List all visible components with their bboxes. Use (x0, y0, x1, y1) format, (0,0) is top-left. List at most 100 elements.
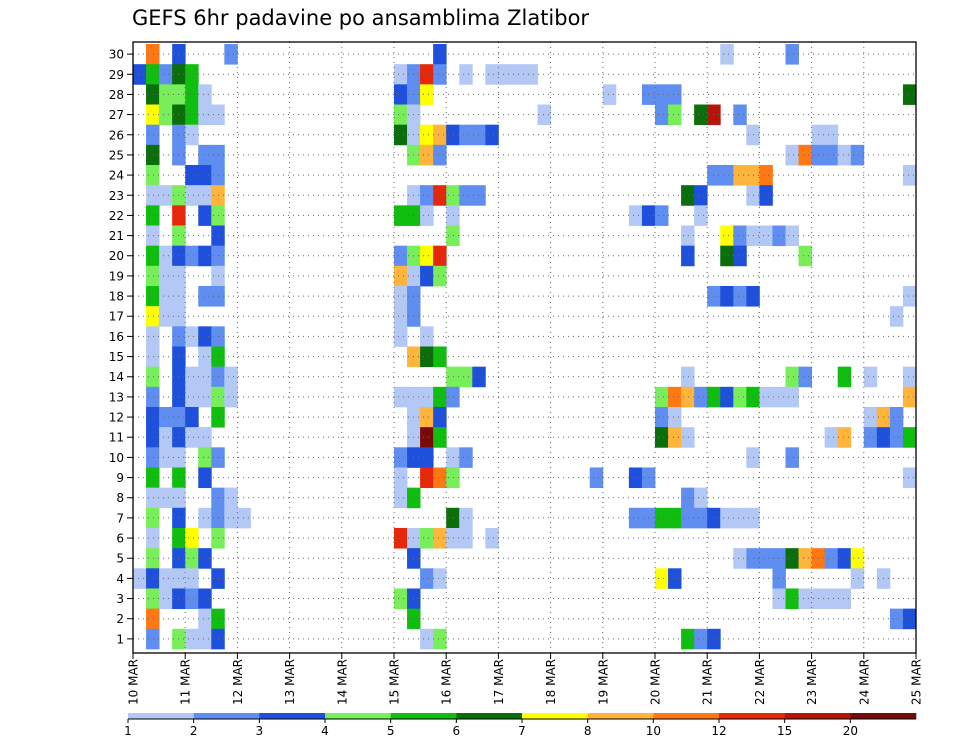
heatmap-cell (394, 467, 408, 489)
colorbar-label: 4 (321, 724, 329, 738)
heatmap-cell (850, 548, 865, 569)
heatmap-cell (772, 548, 786, 569)
colorbar-segment (390, 713, 457, 719)
heatmap-cell (433, 406, 447, 428)
heatmap-cell (602, 84, 617, 105)
heatmap-cell (159, 285, 173, 307)
heatmap-cell (733, 225, 747, 247)
x-tick-label: 12 MAR (231, 659, 245, 705)
heatmap-cell (889, 306, 904, 327)
x-tick-label: 10 MAR (127, 659, 141, 705)
heatmap-cell (589, 467, 604, 489)
heatmap-cell (850, 568, 865, 589)
y-tick-label: 4 (116, 572, 124, 586)
heatmap-cell (889, 406, 904, 428)
colorbar-label: 15 (777, 724, 792, 738)
heatmap-cell (146, 225, 160, 247)
heatmap-cell (146, 326, 160, 347)
heatmap-cell (433, 386, 447, 408)
y-tick-label: 22 (109, 209, 124, 223)
heatmap-cell (420, 386, 434, 408)
heatmap-cell (798, 548, 812, 569)
x-tick-label: 19 MAR (596, 659, 610, 705)
colorbar-label: 3 (256, 724, 264, 738)
x-tick-label: 14 MAR (335, 659, 349, 705)
heatmap-cell (394, 306, 408, 327)
heatmap-cell (185, 104, 199, 126)
colorbar-segment (259, 713, 326, 719)
heatmap-cell (733, 165, 747, 186)
heatmap-cell (837, 144, 852, 166)
heatmap-cell (694, 507, 708, 529)
heatmap-cell (902, 366, 916, 388)
heatmap-cell (433, 124, 447, 146)
heatmap-cell (420, 64, 434, 85)
y-tick-label: 14 (109, 370, 124, 384)
heatmap-cell (537, 104, 551, 126)
heatmap-cell (459, 64, 473, 85)
heatmap-cell (185, 326, 199, 347)
x-tick-label: 21 MAR (701, 659, 715, 705)
heatmap-cell (146, 507, 160, 529)
y-tick-label: 15 (109, 350, 124, 364)
heatmap-cell (446, 366, 460, 388)
heatmap-cell (420, 406, 434, 428)
heatmap-cell (159, 185, 173, 206)
y-tick-label: 11 (109, 431, 124, 445)
heatmap-cell (785, 366, 799, 388)
heatmap-cell (198, 104, 212, 126)
heatmap-cell (420, 447, 434, 468)
heatmap-cell (159, 64, 173, 85)
heatmap-cell (798, 144, 812, 166)
heatmap-cell (433, 265, 447, 287)
colorbar-segment (850, 713, 917, 719)
heatmap-cell (198, 386, 212, 408)
heatmap-cell (824, 588, 839, 610)
heatmap-cell (628, 205, 643, 226)
heatmap-cell (668, 84, 682, 105)
heatmap-cell (668, 406, 682, 428)
colorbar-label: 6 (453, 724, 461, 738)
heatmap-cell (146, 568, 160, 589)
heatmap-cell (733, 548, 747, 569)
heatmap-cell (394, 447, 408, 468)
heatmap-cell (459, 507, 473, 529)
heatmap-cell (902, 386, 916, 408)
heatmap-cell (394, 487, 408, 509)
y-tick-label: 13 (109, 390, 124, 404)
y-tick-label: 25 (109, 148, 124, 162)
heatmap-cell (185, 628, 199, 650)
heatmap-cell (668, 427, 682, 448)
y-tick-label: 3 (116, 592, 124, 606)
heatmap-cell (485, 64, 499, 85)
heatmap-cell (146, 406, 160, 428)
heatmap-cell (785, 386, 799, 408)
x-tick-label: 20 MAR (649, 659, 663, 705)
heatmap-cell (824, 124, 839, 146)
heatmap-cell (720, 386, 734, 408)
heatmap-cell (185, 84, 199, 105)
x-tick-label: 25 MAR (910, 659, 924, 705)
heatmap-cell (524, 64, 538, 85)
heatmap-cell (733, 245, 747, 267)
heatmap-cell (420, 527, 434, 549)
heatmap-cell (146, 628, 160, 650)
heatmap-cell (733, 285, 747, 307)
heatmap-cell (146, 64, 160, 85)
heatmap-cell (185, 165, 199, 186)
y-tick-label: 6 (116, 532, 124, 546)
heatmap-cell (485, 124, 499, 146)
heatmap-cell (146, 165, 160, 186)
heatmap-cell (146, 185, 160, 206)
heatmap-cell (668, 104, 682, 126)
x-tick-label: 24 MAR (857, 659, 871, 705)
heatmap-cell (772, 588, 786, 610)
heatmap-cell (198, 427, 212, 448)
heatmap-cell (694, 487, 708, 509)
heatmap-cell (198, 165, 212, 186)
heatmap-cell (759, 225, 773, 247)
heatmap-cell (655, 386, 669, 408)
colorbar-segment (193, 713, 260, 719)
colorbar-segment (456, 713, 523, 719)
colorbar-segment (719, 713, 785, 719)
